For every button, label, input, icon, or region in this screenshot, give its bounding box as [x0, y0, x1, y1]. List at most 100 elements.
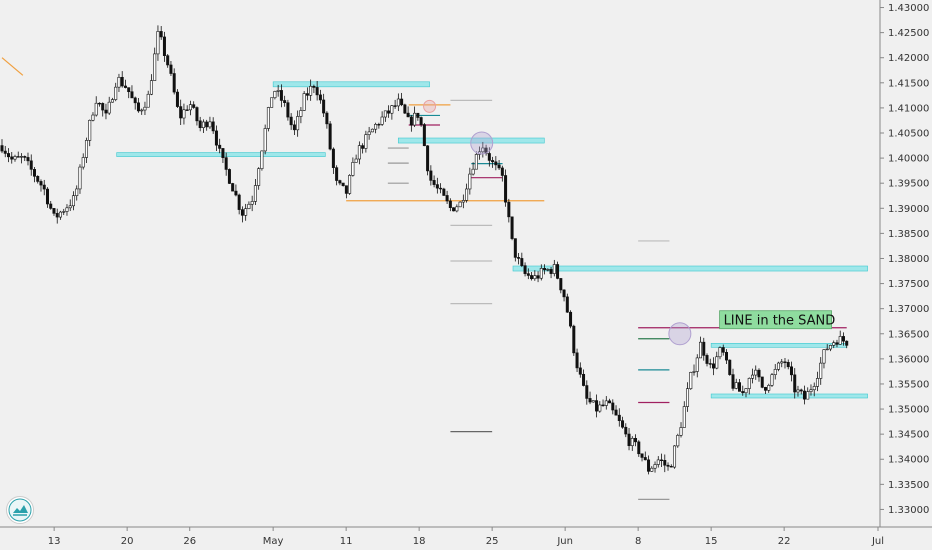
price-tick-label: 1.33000 — [888, 505, 929, 516]
candle-body — [396, 98, 400, 107]
candle-body — [348, 175, 352, 194]
candle-body — [84, 140, 88, 158]
price-tick-label: 1.38500 — [888, 229, 929, 240]
candle-body — [598, 404, 602, 412]
highlight-circle — [668, 322, 692, 346]
candle-body — [679, 427, 683, 436]
candle-body — [169, 64, 173, 74]
highlight-circle — [470, 131, 494, 155]
candle-body — [845, 340, 849, 346]
candle-body — [825, 348, 829, 351]
candle-body — [97, 102, 101, 105]
candle-body — [211, 121, 215, 132]
candle-body — [237, 194, 241, 210]
candle-body — [582, 373, 586, 386]
candle-body — [81, 157, 85, 168]
candle-body — [312, 85, 316, 88]
candle-body — [841, 336, 845, 342]
candle-body — [549, 269, 553, 274]
candle-body — [185, 109, 189, 111]
price-tick-label: 1.39000 — [888, 204, 929, 215]
candle-body — [13, 156, 17, 160]
logo-mountains-icon — [8, 498, 32, 522]
candle-body — [773, 369, 777, 376]
candle-body — [357, 145, 361, 160]
candle-body — [695, 357, 699, 372]
candle-body — [789, 366, 793, 376]
candle-body — [42, 184, 46, 190]
candle-body — [458, 201, 462, 208]
price-tick-label: 1.36000 — [888, 354, 929, 365]
candle-body — [270, 97, 274, 108]
candle-body — [354, 158, 358, 163]
candle-body — [604, 400, 608, 406]
time-tick-label: May — [263, 536, 284, 547]
time-tick-label: Jul — [871, 536, 884, 547]
candle-body — [715, 356, 719, 369]
candle-body — [153, 53, 157, 81]
candle-body — [387, 110, 391, 114]
candle-body — [552, 264, 556, 274]
candle-body — [10, 156, 14, 160]
time-tick-label: 22 — [778, 536, 791, 547]
candle-body — [172, 73, 176, 93]
candle-body — [305, 93, 309, 96]
candle-body — [539, 268, 543, 279]
candle-body — [62, 211, 66, 213]
candle-body — [507, 201, 511, 218]
candle-body — [75, 188, 79, 197]
candle-body — [299, 110, 303, 117]
candle-body — [614, 409, 618, 416]
candle-body — [120, 76, 124, 87]
candle-body — [188, 104, 192, 111]
candle-body — [731, 374, 735, 389]
candle-body — [569, 311, 573, 327]
candle-body — [585, 385, 589, 399]
candle-body — [231, 183, 235, 192]
candle-body — [250, 201, 254, 205]
candle-body — [175, 91, 179, 107]
candle-body — [435, 184, 439, 189]
candle-body — [58, 211, 62, 218]
price-tick-label: 1.43000 — [888, 3, 929, 14]
candle-body — [331, 148, 335, 168]
candle-body — [322, 99, 326, 114]
candle-body — [750, 374, 754, 379]
candle-body — [286, 102, 290, 118]
candle-body — [504, 175, 508, 203]
candle-body — [448, 200, 452, 208]
tradingview-logo-icon[interactable] — [6, 496, 34, 524]
annotations-layer: LINE in the SAND — [719, 310, 835, 330]
candle-body — [676, 435, 680, 447]
candle-body — [45, 188, 49, 205]
candle-body — [763, 387, 767, 391]
candle-body — [159, 31, 163, 38]
candle-body — [543, 268, 547, 271]
candle-body — [757, 369, 761, 378]
candle-body — [65, 207, 69, 212]
candle-body — [218, 144, 222, 149]
candle-body — [214, 130, 218, 146]
price-tick-label: 1.35500 — [888, 379, 929, 390]
candle-body — [526, 273, 530, 276]
candle-body — [741, 391, 745, 394]
candle-body — [500, 167, 504, 176]
candle-body — [783, 361, 787, 363]
candle-body — [497, 164, 501, 169]
candle-body — [325, 112, 329, 125]
candle-body — [198, 120, 202, 129]
candle-body — [461, 200, 465, 203]
candle-body — [793, 374, 797, 393]
candle-body — [812, 386, 816, 391]
candle-body — [536, 275, 540, 279]
price-tick-label: 1.39500 — [888, 179, 929, 190]
candle-body — [6, 153, 10, 158]
candle-body — [367, 131, 371, 135]
candle-body — [471, 168, 475, 175]
candle-body — [419, 117, 423, 125]
candle-body — [253, 185, 257, 202]
candle-body — [562, 289, 566, 298]
candle-body — [669, 465, 673, 468]
candle-body — [406, 112, 410, 118]
price-tick-label: 1.40000 — [888, 154, 929, 165]
